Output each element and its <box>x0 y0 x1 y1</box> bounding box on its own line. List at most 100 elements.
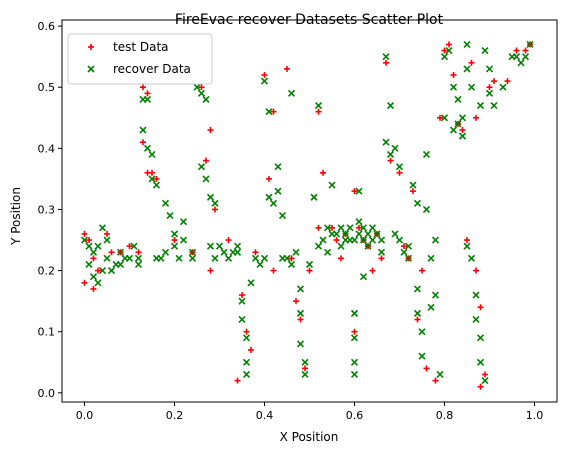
recover-data-point <box>202 175 210 183</box>
recover-data-point <box>260 77 269 85</box>
recover-data-point <box>179 218 188 226</box>
recover-data-point <box>422 150 431 159</box>
recover-data-point <box>274 187 282 195</box>
recover-data-point <box>166 212 174 220</box>
recover-data-point <box>364 230 372 238</box>
test-data-point <box>248 347 254 354</box>
y-tick-label: 0.5 <box>38 81 56 94</box>
test-data-point <box>419 267 425 274</box>
recover-data-point <box>148 175 156 183</box>
recover-data-point <box>472 291 480 299</box>
recover-data-point <box>238 297 246 305</box>
recover-data-point <box>242 334 251 342</box>
test-data-point <box>198 84 205 91</box>
test-data-point <box>441 47 448 54</box>
test-data-point <box>414 316 421 323</box>
recover-data-point <box>265 193 273 201</box>
axes-frame <box>61 19 558 403</box>
recover-data-point <box>197 89 206 97</box>
recover-data-point <box>143 95 152 104</box>
recover-data-point <box>287 260 296 269</box>
recover-data-point <box>215 242 224 250</box>
y-tick-label: 0.6 <box>38 20 56 33</box>
recover-data-point <box>328 181 336 189</box>
recover-data-point <box>260 254 269 262</box>
test-data-point <box>207 127 214 134</box>
recover-data-point <box>265 108 273 116</box>
test-data-point <box>153 175 160 182</box>
recover-data-point <box>350 236 359 244</box>
recover-data-point <box>449 126 458 134</box>
x-tick-label: 0.8 <box>436 409 454 422</box>
recover-data-point <box>211 199 219 207</box>
x-tick-label: 1.0 <box>526 409 544 422</box>
test-data-point <box>491 78 497 85</box>
recover-data-point <box>143 144 152 152</box>
test-data-point <box>243 328 250 335</box>
recover-data-point <box>512 53 521 61</box>
test-data-point <box>513 47 520 54</box>
recover-data-point <box>242 358 251 366</box>
y-axis-label: Y Position <box>9 187 23 246</box>
recover-data-point <box>467 83 476 91</box>
recover-data-point <box>161 248 170 256</box>
test-data-point <box>522 47 529 54</box>
test-data-point <box>351 328 358 335</box>
recover-data-point <box>499 83 507 91</box>
recover-data-point <box>94 279 102 287</box>
recover-data-point <box>152 181 161 189</box>
test-data-point <box>437 114 443 121</box>
recover-data-point <box>116 260 125 269</box>
recover-data-point <box>305 260 314 269</box>
recover-data-point <box>359 236 368 244</box>
test-data-point <box>396 169 403 176</box>
recover-data-point <box>431 236 440 244</box>
recover-data-point <box>481 377 489 385</box>
recover-data-point <box>269 199 278 207</box>
recover-data-point <box>404 242 413 250</box>
recover-data-point <box>485 65 494 73</box>
test-data-point <box>261 72 268 79</box>
recover-data-point <box>454 120 462 128</box>
recover-data-point <box>476 102 485 110</box>
recover-data-point <box>463 65 471 73</box>
recover-data-point <box>436 370 444 379</box>
recover-data-point <box>350 370 359 379</box>
y-tick-label: 0.3 <box>38 203 56 216</box>
recover-data-point <box>314 102 323 110</box>
test-data-point <box>140 84 146 91</box>
test-data-point <box>423 365 430 372</box>
legend-label-test-data: test Data <box>113 40 169 54</box>
test-data-point <box>482 371 488 378</box>
test-data-point <box>252 249 259 256</box>
chart-title: FireEvac recover Datasets Scatter Plot <box>175 12 444 28</box>
test-data-point <box>338 255 344 262</box>
recover-data-point <box>197 163 206 171</box>
recover-data-point <box>472 315 480 324</box>
legend-item-test-data <box>88 44 94 50</box>
recover-data-point <box>301 370 309 379</box>
recover-data-point <box>202 95 210 104</box>
recover-data-point <box>242 370 251 379</box>
recover-data-point <box>431 291 440 299</box>
recover-data-point <box>490 102 498 110</box>
test-data-point <box>302 365 308 372</box>
recover-data-point <box>526 40 534 49</box>
recover-data-point <box>278 212 287 220</box>
test-data-point <box>410 188 416 195</box>
recover-data-point <box>94 242 102 250</box>
recover-data-point <box>274 163 282 171</box>
recover-data-point <box>89 248 98 256</box>
test-data-point <box>351 188 358 195</box>
test-data-point <box>126 243 133 250</box>
recover-data-point <box>296 309 305 317</box>
recover-data-point <box>521 53 530 61</box>
recover-data-point <box>418 352 426 360</box>
recover-data-point <box>103 254 111 262</box>
recover-data-point <box>355 218 363 226</box>
recover-data-point <box>413 285 422 293</box>
recover-data-point <box>341 230 350 238</box>
recover-data-point <box>85 242 93 250</box>
test-data-point <box>333 237 340 244</box>
